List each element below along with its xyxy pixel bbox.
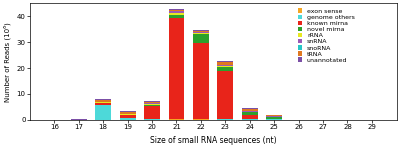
Bar — [266, 116, 282, 117]
Bar — [242, 111, 258, 112]
Bar — [266, 117, 282, 119]
Bar — [144, 101, 160, 102]
Bar — [120, 111, 136, 112]
Bar — [168, 10, 184, 11]
Bar — [168, 15, 184, 18]
Bar — [242, 108, 258, 109]
Bar — [95, 100, 111, 102]
Bar — [242, 115, 258, 119]
Bar — [95, 102, 111, 103]
Bar — [217, 67, 233, 71]
Bar — [168, 11, 184, 13]
Bar — [217, 62, 233, 65]
Bar — [217, 65, 233, 66]
Bar — [144, 102, 160, 103]
Bar — [120, 112, 136, 114]
Bar — [217, 71, 233, 119]
Bar — [242, 112, 258, 115]
Bar — [217, 66, 233, 67]
Bar — [144, 104, 160, 105]
Bar — [266, 115, 282, 116]
Bar — [168, 13, 184, 15]
Bar — [266, 119, 282, 120]
Bar — [168, 119, 184, 120]
Bar — [217, 119, 233, 120]
Bar — [144, 105, 160, 106]
Bar — [193, 119, 209, 120]
Bar — [120, 114, 136, 115]
Bar — [193, 31, 209, 32]
Bar — [193, 34, 209, 42]
Bar — [193, 30, 209, 31]
Bar — [95, 104, 111, 120]
Bar — [193, 42, 209, 119]
Bar — [217, 61, 233, 62]
Bar — [242, 109, 258, 111]
Bar — [144, 119, 160, 120]
Bar — [168, 18, 184, 119]
Bar — [242, 119, 258, 120]
Y-axis label: Number of Reads (10⁶): Number of Reads (10⁶) — [4, 22, 11, 102]
Bar — [120, 118, 136, 120]
Bar — [120, 115, 136, 118]
Bar — [144, 106, 160, 119]
Bar — [144, 103, 160, 104]
Bar — [193, 33, 209, 34]
Bar — [168, 9, 184, 10]
X-axis label: Size of small RNA sequences (nt): Size of small RNA sequences (nt) — [150, 136, 276, 145]
Bar — [95, 103, 111, 104]
Bar — [193, 32, 209, 33]
Legend: exon sense, genome others, known mirna, novel mirna, rRNA, snRNA, snoRNA, tRNA, : exon sense, genome others, known mirna, … — [297, 8, 356, 63]
Bar — [95, 99, 111, 100]
